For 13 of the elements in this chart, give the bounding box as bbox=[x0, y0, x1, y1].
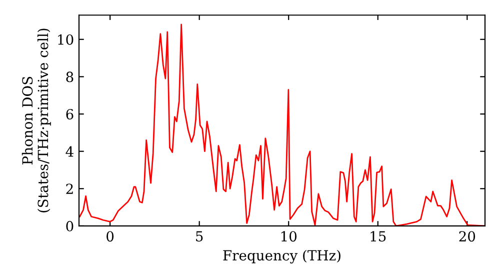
y-tick-label: 2 bbox=[66, 184, 73, 194]
y-axis-title: Phonon DOS (States/THz·primitive cell) bbox=[22, 28, 51, 212]
x-tick-label: 0 bbox=[106, 231, 114, 242]
y-tick-label: 4 bbox=[66, 146, 74, 157]
x-tick-label: 10 bbox=[281, 231, 297, 242]
y-tick-label: 6 bbox=[66, 108, 74, 120]
x-tick-label: 5 bbox=[196, 231, 203, 242]
x-axis-title: Frequency (THz) bbox=[223, 250, 340, 264]
x-tick-label: 20 bbox=[459, 231, 476, 242]
y-tick-label: 0 bbox=[66, 220, 74, 232]
y-tick-label: 10 bbox=[58, 34, 74, 45]
x-tick-label: 15 bbox=[370, 231, 386, 242]
y-tick-label: 8 bbox=[66, 72, 74, 82]
